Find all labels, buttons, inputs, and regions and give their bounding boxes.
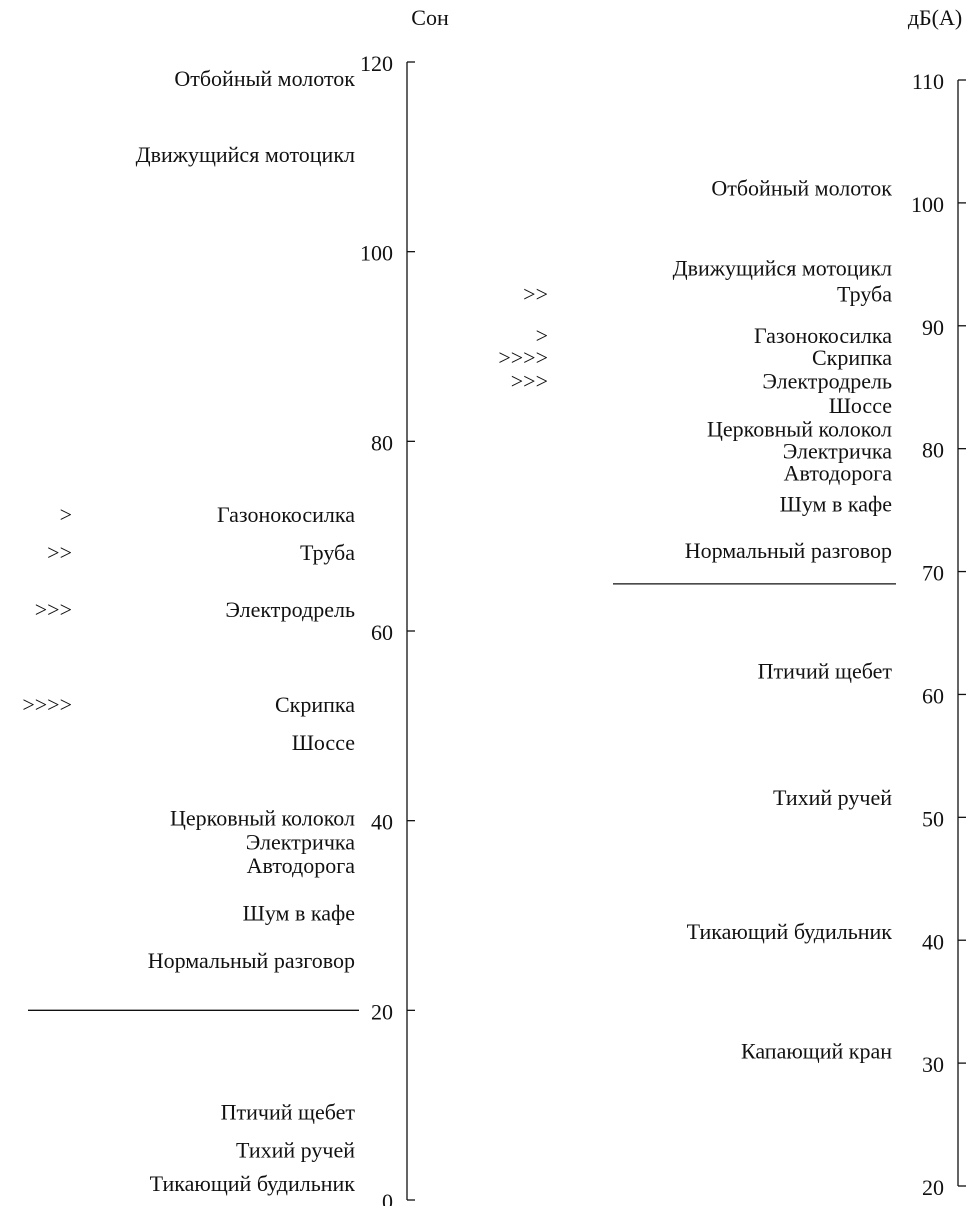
item-label: Церковный колокол	[707, 417, 892, 442]
y-tick-label: 120	[360, 51, 393, 76]
y-tick-label: 80	[922, 438, 944, 463]
item-marker: >>	[523, 281, 548, 306]
item-label: Капающий кран	[741, 1038, 892, 1063]
y-tick-label: 40	[922, 929, 944, 954]
item-label: Электродрель	[225, 597, 355, 622]
item-label: Скрипка	[812, 345, 892, 370]
item-marker: >>>	[511, 369, 548, 394]
item-label: Электродрель	[762, 369, 892, 394]
item-label: Газонокосилка	[217, 502, 355, 527]
item-label: Скрипка	[275, 692, 355, 717]
item-label: Шоссе	[292, 730, 355, 755]
y-tick-label: 70	[922, 561, 944, 586]
item-marker: >	[60, 502, 72, 527]
y-tick-label: 20	[371, 999, 393, 1024]
y-tick-label: 60	[922, 683, 944, 708]
y-tick-label: 30	[922, 1052, 944, 1077]
item-marker: >>>	[35, 597, 72, 622]
item-label: Птичий щебет	[758, 659, 893, 684]
item-label: Тикающий будильник	[150, 1171, 356, 1196]
y-tick-label: 0	[382, 1189, 393, 1206]
item-label: Отбойный молоток	[174, 66, 355, 91]
y-tick-label: 50	[922, 806, 944, 831]
item-label: Тихий ручей	[236, 1138, 355, 1163]
y-tick-label: 90	[922, 315, 944, 340]
item-label: Электричка	[246, 829, 355, 854]
item-marker: >	[536, 323, 548, 348]
y-tick-label: 100	[911, 192, 944, 217]
item-label: Движущийся мотоцикл	[136, 142, 355, 167]
y-tick-label: 40	[371, 810, 393, 835]
item-label: Газонокосилка	[754, 323, 892, 348]
item-label: Движущийся мотоцикл	[673, 256, 892, 281]
item-label: Автодорога	[784, 461, 893, 486]
item-label: Шум в кафе	[780, 491, 892, 516]
item-label: Отбойный молоток	[711, 176, 892, 201]
item-label: Труба	[837, 281, 892, 306]
item-label: Тикающий будильник	[687, 919, 893, 944]
item-marker: >>	[47, 540, 72, 565]
item-label: Нормальный разговор	[148, 948, 355, 973]
y-tick-label: 20	[922, 1175, 944, 1200]
y-tick-label: 60	[371, 620, 393, 645]
item-label: Церковный колокол	[170, 806, 355, 831]
y-tick-label: 100	[360, 241, 393, 266]
item-label: Электричка	[783, 439, 892, 464]
item-marker: >>>>	[498, 345, 548, 370]
item-label: Шоссе	[829, 393, 892, 418]
item-label: Тихий ручей	[773, 785, 892, 810]
item-label: Нормальный разговор	[685, 538, 892, 563]
item-label: Труба	[300, 540, 355, 565]
item-marker: >>>>	[22, 692, 72, 717]
y-tick-label: 80	[371, 430, 393, 455]
item-label: Автодорога	[247, 853, 356, 878]
item-label: Птичий щебет	[221, 1100, 356, 1125]
axis-title: Сон	[411, 5, 449, 30]
y-tick-label: 110	[912, 69, 944, 94]
axis-title: дБ(А)	[908, 5, 962, 30]
item-label: Шум в кафе	[243, 901, 355, 926]
